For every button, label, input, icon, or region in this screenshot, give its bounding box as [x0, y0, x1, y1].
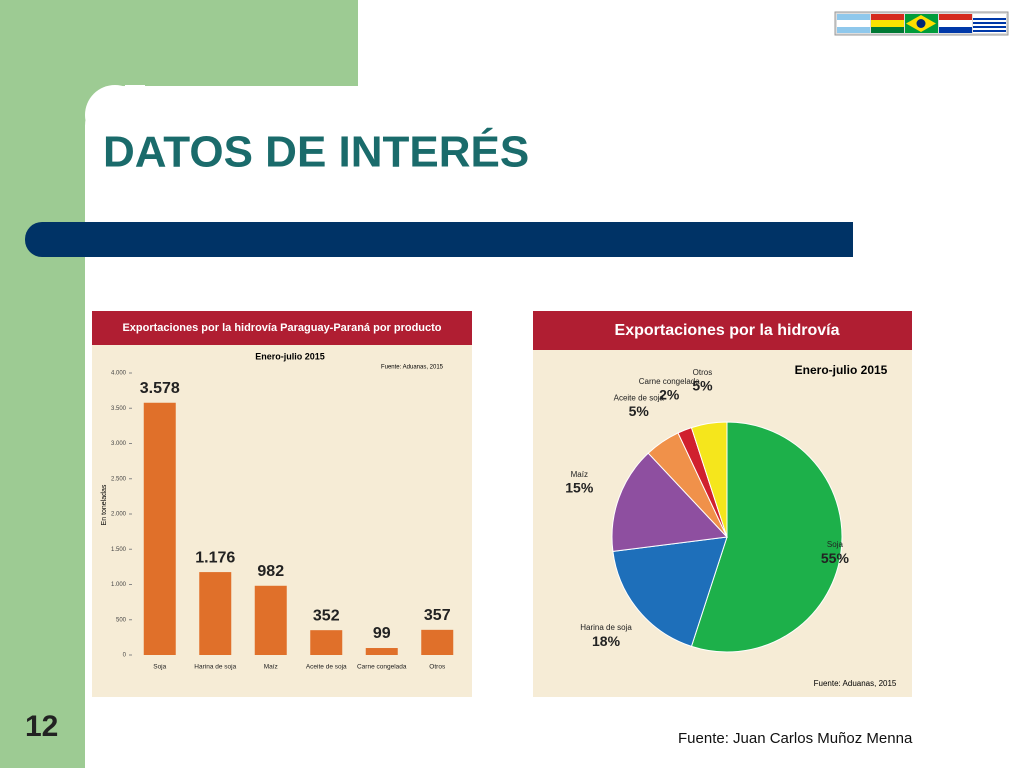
pie-slice [690, 421, 728, 538]
pie-slice [611, 452, 729, 552]
y-tick-label: 3.000 [111, 441, 127, 447]
bar [310, 630, 343, 655]
value-label: 357 [424, 607, 451, 624]
y-axis-label: En toneladas [101, 484, 108, 525]
flags [834, 11, 1009, 36]
y-tick-label: 4.000 [111, 371, 127, 377]
flag [939, 14, 972, 20]
value-label: 99 [373, 625, 391, 642]
footer-source: Fuente: Juan Carlos Muñoz Menna [678, 730, 913, 747]
value-label: 352 [313, 607, 340, 624]
x-tick-label: Harina de soja [194, 664, 236, 671]
y-tick-label: 2.000 [111, 512, 127, 518]
slice-value: 55% [821, 550, 850, 566]
flag [973, 30, 1006, 32]
slice-value: 15% [565, 480, 594, 496]
flag [973, 26, 1006, 28]
x-tick-label: Otros [429, 664, 446, 671]
page-number: 12 [25, 710, 58, 743]
slice-name: Soja [827, 540, 844, 549]
pie-slice [612, 536, 728, 648]
flag [939, 20, 972, 27]
chart-subtitle: Enero-julio 2015 [255, 351, 325, 361]
sidebar [0, 0, 85, 768]
value-label: 3.578 [140, 380, 180, 397]
slice-value: 5% [692, 378, 713, 394]
x-tick-label: Soja [153, 664, 166, 671]
slice-name: Harina de soja [580, 623, 632, 632]
corner-fill [125, 85, 145, 105]
bar [421, 629, 454, 655]
chart-source: Fuente: Aduanas, 2015 [814, 679, 897, 688]
x-tick-label: Aceite de soja [306, 664, 347, 671]
y-tick-label: 2.500 [111, 476, 127, 482]
slice-value: 2% [659, 387, 680, 403]
y-tick-label: 0 [123, 653, 127, 659]
flag [837, 20, 870, 27]
slice-value: 5% [629, 403, 650, 419]
flag [939, 27, 972, 33]
slice-name: Maíz [571, 470, 588, 479]
chart-title: Exportaciones por la hidrovía Paraguay-P… [122, 322, 441, 334]
y-tick-label: 500 [116, 617, 127, 623]
bar [365, 648, 398, 655]
chart-title: Exportaciones por la hidrovía [615, 322, 840, 339]
flag [871, 20, 904, 27]
chart-header [533, 311, 912, 350]
slice-name: Otros [693, 368, 713, 377]
bar [143, 402, 176, 655]
flag [973, 18, 1006, 20]
flag [871, 14, 904, 20]
chart-subtitle: Enero-julio 2015 [795, 363, 888, 377]
slice-value: 18% [592, 633, 621, 649]
chart-source: Fuente: Aduanas, 2015 [381, 365, 444, 371]
bar [254, 585, 287, 655]
flag [973, 22, 1006, 24]
bar [199, 572, 232, 655]
value-label: 982 [257, 563, 284, 580]
slide-title: DATOS DE INTERÉS [103, 127, 529, 177]
x-tick-label: Maíz [264, 664, 278, 671]
slice-name: Aceite de soja [614, 393, 665, 402]
x-tick-label: Carne congelada [357, 664, 407, 671]
slice-name: Carne congelada [639, 377, 700, 386]
y-tick-label: 3.500 [111, 406, 127, 412]
title-bar [60, 222, 853, 257]
value-label: 1.176 [195, 549, 235, 566]
chart-header [92, 311, 472, 345]
corner-fill [85, 125, 105, 145]
pie-slice [690, 421, 843, 653]
y-tick-label: 1.500 [111, 547, 127, 553]
flag [871, 27, 904, 33]
flag [916, 19, 926, 28]
y-tick-label: 1.000 [111, 582, 127, 588]
top-band [0, 0, 358, 85]
